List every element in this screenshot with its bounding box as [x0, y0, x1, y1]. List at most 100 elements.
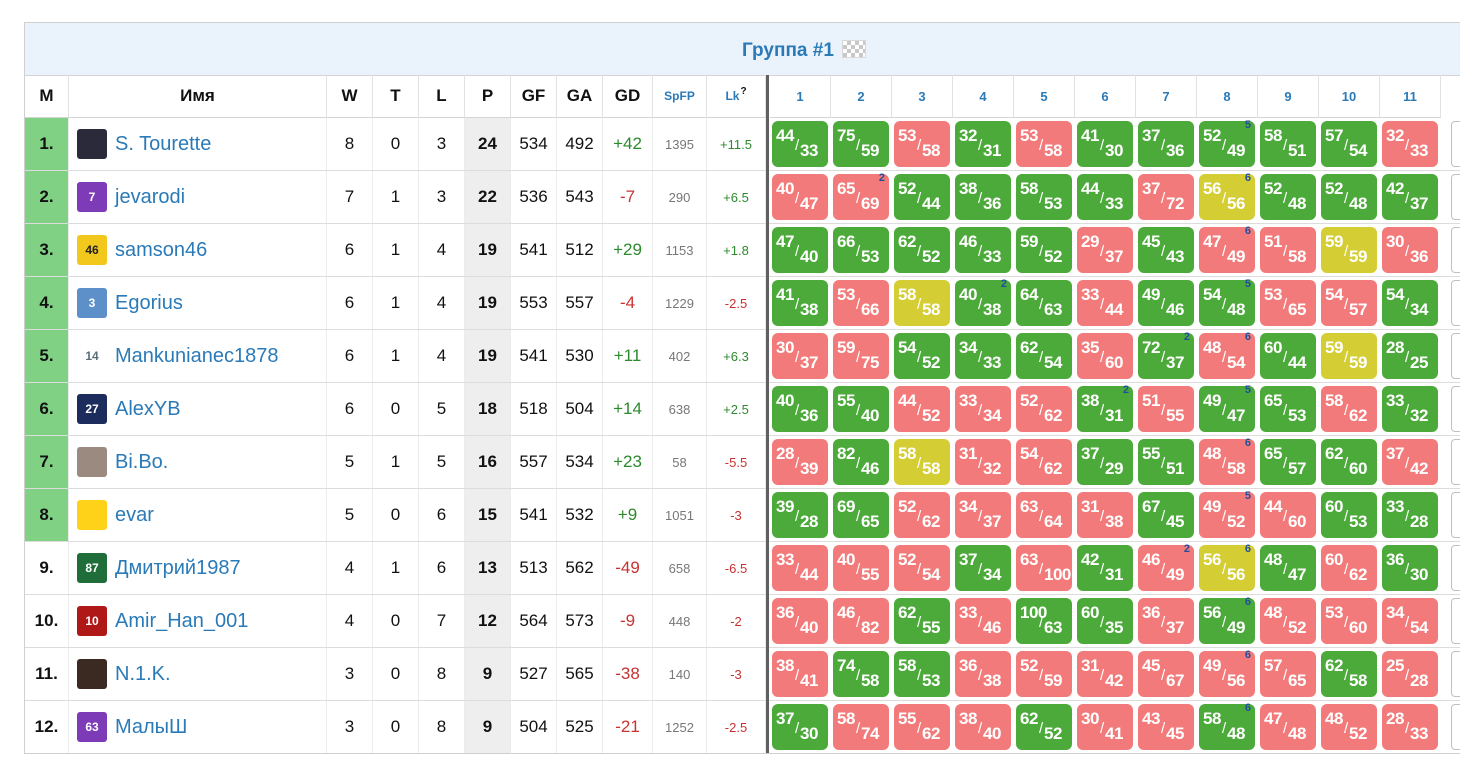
match-result-cell[interactable]: 40/55 [833, 545, 889, 591]
match-result-cell[interactable]: 54/34 [1382, 280, 1438, 326]
match-result-cell[interactable]: 58/48 6 [1199, 702, 1255, 750]
match-result-cell[interactable]: 58/53 [1016, 174, 1072, 220]
header-ties[interactable]: T [373, 75, 419, 118]
match-result-cell[interactable]: 63/64 [1016, 492, 1072, 538]
match-result-cell[interactable]: 33/44 [772, 545, 828, 591]
header-name[interactable]: Имя [69, 75, 327, 118]
match-result-cell[interactable]: 29/37 [1077, 227, 1133, 273]
match-result-cell[interactable]: 62/58 [1321, 651, 1377, 697]
header-goals-against[interactable]: GA [557, 75, 603, 118]
match-result-cell[interactable]: 33/32 [1382, 386, 1438, 432]
match-result-cell[interactable]: 43/45 [1138, 704, 1194, 750]
match-result-cell[interactable]: 65/53 [1260, 386, 1316, 432]
match-result-cell[interactable]: 57/65 [1260, 651, 1316, 697]
match-result-cell[interactable]: 59/59 [1321, 227, 1377, 273]
match-result-cell[interactable]: 38/36 [955, 174, 1011, 220]
match-result-cell[interactable]: 62/60 [1321, 439, 1377, 485]
match-result-cell[interactable]: 54/48 5 [1199, 278, 1255, 326]
match-result-cell[interactable]: 52/48 [1260, 174, 1316, 220]
match-result-cell[interactable]: 62/52 [894, 227, 950, 273]
match-result-cell[interactable]: 53/60 [1321, 598, 1377, 644]
match-result-cell[interactable]: 44/33 [1077, 174, 1133, 220]
match-result-cell[interactable]: 54/52 [894, 333, 950, 379]
player-name-link[interactable]: МалыШ [115, 715, 188, 738]
match-result-cell[interactable]: 40/47 [772, 174, 828, 220]
player-name-link[interactable]: S. Tourette [115, 132, 212, 155]
match-result-cell[interactable]: 44/60 [1260, 492, 1316, 538]
header-spfp[interactable]: SpFP [653, 75, 707, 118]
header-opponent-7[interactable]: 7 [1136, 75, 1197, 118]
match-result-cell[interactable]: 48/47 [1260, 545, 1316, 591]
match-result-cell[interactable]: 75/59 [833, 121, 889, 167]
match-result-cell[interactable]: 46/49 2 [1138, 543, 1194, 591]
match-result-cell[interactable]: 32/31 [955, 121, 1011, 167]
match-result-cell[interactable]: 52/44 [894, 174, 950, 220]
match-result-cell[interactable]: 46/33 [955, 227, 1011, 273]
match-result-cell[interactable]: 58/74 [833, 704, 889, 750]
match-result-cell[interactable]: 40/36 [772, 386, 828, 432]
match-result-cell[interactable]: 25/28 [1382, 651, 1438, 697]
match-result-cell[interactable]: 54/57 [1321, 280, 1377, 326]
match-result-cell[interactable]: 58/53 [894, 651, 950, 697]
match-result-cell[interactable]: 31/32 [955, 439, 1011, 485]
header-opponent-11[interactable]: 11 [1380, 75, 1441, 118]
match-result-cell[interactable]: 59/59 [1321, 333, 1377, 379]
match-result-cell[interactable]: 52/49 5 [1199, 119, 1255, 167]
match-result-cell[interactable]: 34/37 [955, 492, 1011, 538]
match-result-cell[interactable]: 66/53 [833, 227, 889, 273]
player-name-link[interactable]: AlexYB [115, 397, 181, 420]
match-result-cell[interactable]: 46/82 [833, 598, 889, 644]
header-lk[interactable]: Lk? [707, 75, 766, 118]
header-goal-difference[interactable]: GD [603, 75, 653, 118]
match-result-cell[interactable]: 42/37 [1382, 174, 1438, 220]
match-result-cell[interactable]: 33/44 [1077, 280, 1133, 326]
match-result-cell[interactable]: 53/58 [894, 121, 950, 167]
match-result-cell[interactable]: 58/62 [1321, 386, 1377, 432]
match-result-cell[interactable]: 34/33 [955, 333, 1011, 379]
match-result-cell[interactable]: 58/51 [1260, 121, 1316, 167]
match-result-cell[interactable]: 67/45 [1138, 492, 1194, 538]
match-result-cell[interactable]: 49/52 5 [1199, 490, 1255, 538]
match-result-cell[interactable]: 38/40 [955, 704, 1011, 750]
match-result-cell[interactable]: 60/35 [1077, 598, 1133, 644]
match-result-cell[interactable]: 49/56 6 [1199, 649, 1255, 697]
header-opponent-1[interactable]: 1 [770, 75, 831, 118]
header-goals-for[interactable]: GF [511, 75, 557, 118]
match-result-cell[interactable]: 34/54 [1382, 598, 1438, 644]
match-result-cell[interactable]: 33/34 [955, 386, 1011, 432]
match-result-cell[interactable]: 37/36 [1138, 121, 1194, 167]
match-result-cell[interactable]: 60/53 [1321, 492, 1377, 538]
header-opponent-10[interactable]: 10 [1319, 75, 1380, 118]
match-result-cell[interactable]: 41/30 [1077, 121, 1133, 167]
match-result-cell[interactable]: 36/30 [1382, 545, 1438, 591]
match-result-cell[interactable]: 28/39 [772, 439, 828, 485]
match-result-cell[interactable]: 28/33 [1382, 704, 1438, 750]
match-result-cell[interactable]: 37/42 [1382, 439, 1438, 485]
player-name-link[interactable]: samson46 [115, 238, 208, 261]
match-result-cell[interactable]: 56/56 6 [1199, 543, 1255, 591]
player-name-link[interactable]: evar [115, 503, 154, 526]
match-result-cell[interactable]: 52/62 [1016, 386, 1072, 432]
match-result-cell[interactable]: 51/58 [1260, 227, 1316, 273]
match-result-cell[interactable]: 53/58 [1016, 121, 1072, 167]
match-result-cell[interactable]: 69/65 [833, 492, 889, 538]
match-result-cell[interactable]: 37/34 [955, 545, 1011, 591]
header-opponent-2[interactable]: 2 [831, 75, 892, 118]
header-opponent-3[interactable]: 3 [892, 75, 953, 118]
match-result-cell[interactable]: 37/30 [772, 704, 828, 750]
match-result-cell[interactable]: 60/62 [1321, 545, 1377, 591]
match-result-cell[interactable]: 54/62 [1016, 439, 1072, 485]
match-result-cell[interactable]: 36/37 [1138, 598, 1194, 644]
match-result-cell[interactable]: 63/100 [1016, 545, 1072, 591]
match-result-cell[interactable]: 58/58 [894, 439, 950, 485]
match-result-cell[interactable]: 52/54 [894, 545, 950, 591]
match-result-cell[interactable]: 51/55 [1138, 386, 1194, 432]
match-result-cell[interactable]: 33/28 [1382, 492, 1438, 538]
match-result-cell[interactable]: 31/38 [1077, 492, 1133, 538]
match-result-cell[interactable]: 74/58 [833, 651, 889, 697]
match-result-cell[interactable]: 100/63 [1016, 598, 1072, 644]
match-result-cell[interactable]: 56/49 6 [1199, 596, 1255, 644]
match-result-cell[interactable]: 47/40 [772, 227, 828, 273]
match-result-cell[interactable]: 48/52 [1321, 704, 1377, 750]
header-opponent-4[interactable]: 4 [953, 75, 1014, 118]
